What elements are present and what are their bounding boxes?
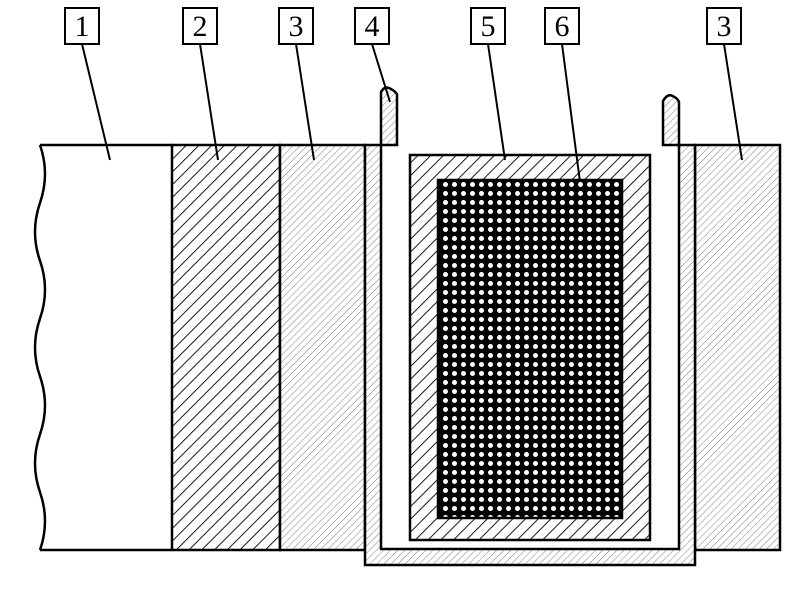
region-3-left bbox=[280, 145, 365, 550]
callout-line-1 bbox=[200, 44, 218, 160]
region-6 bbox=[438, 180, 622, 518]
callout-line-2 bbox=[296, 44, 314, 160]
region-3-right bbox=[695, 145, 780, 550]
callout-line-0 bbox=[82, 44, 110, 160]
callout-line-6 bbox=[724, 44, 742, 160]
callout-line-4 bbox=[488, 44, 505, 160]
callout-label-3: 4 bbox=[365, 10, 380, 43]
callout-label-1: 2 bbox=[193, 10, 208, 43]
callout-label-2: 3 bbox=[289, 10, 304, 43]
region-1-body bbox=[35, 145, 172, 550]
container-4-tab-right bbox=[663, 95, 679, 145]
callout-label-4: 5 bbox=[481, 10, 496, 43]
callout-label-5: 6 bbox=[555, 10, 570, 43]
callout-label-6: 3 bbox=[717, 10, 732, 43]
callout-label-0: 1 bbox=[75, 10, 90, 43]
region-2 bbox=[172, 145, 280, 550]
